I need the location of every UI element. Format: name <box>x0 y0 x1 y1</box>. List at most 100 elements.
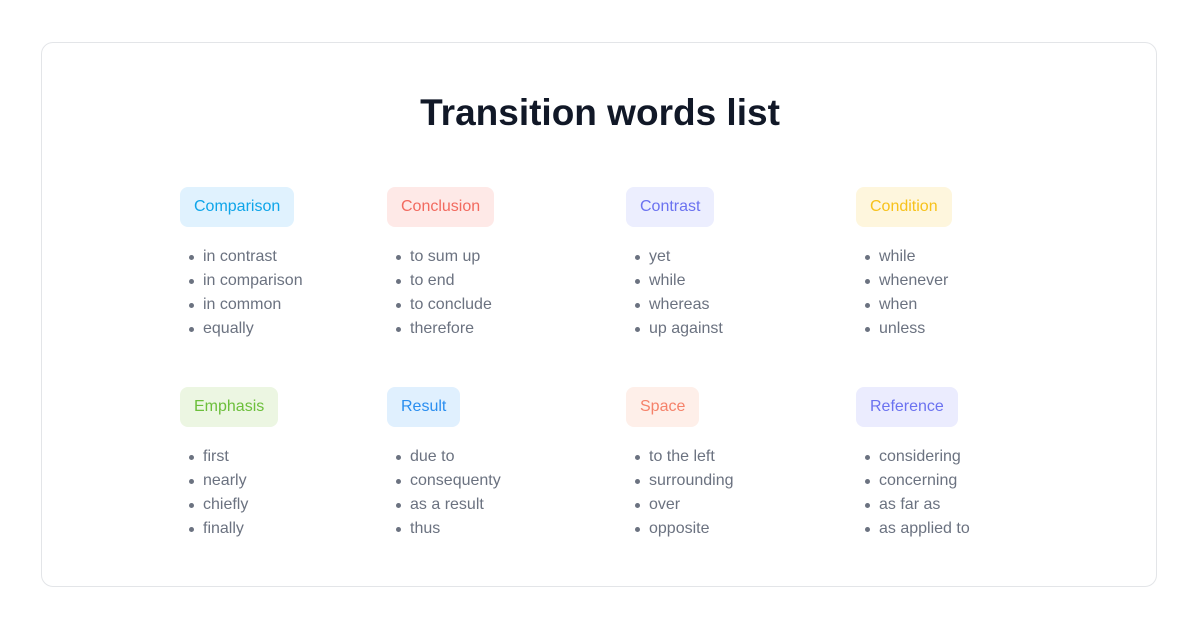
list-item-text: whenever <box>879 272 949 289</box>
list-item-text: whereas <box>649 296 710 313</box>
bullet-icon <box>865 455 870 460</box>
bullet-icon <box>865 255 870 260</box>
list-item: chiefly <box>180 493 278 517</box>
bullet-icon <box>189 503 194 508</box>
list-item: in common <box>180 293 303 317</box>
list-item-text: to sum up <box>410 248 481 265</box>
list-item-text: thus <box>410 520 441 537</box>
list-item-text: while <box>649 272 686 289</box>
list-item-text: as a result <box>410 496 484 513</box>
list-item: in comparison <box>180 269 303 293</box>
list-item: while <box>626 269 723 293</box>
list-item-text: to the left <box>649 448 715 465</box>
list-item-text: to conclude <box>410 296 492 313</box>
list-item: as applied to <box>856 517 970 541</box>
bullet-icon <box>396 455 401 460</box>
category-badge: Conclusion <box>387 187 495 227</box>
list-item-text: due to <box>410 448 455 465</box>
list-item-text: consequenty <box>410 472 501 489</box>
category-badge: Emphasis <box>180 387 279 427</box>
bullet-icon <box>396 327 401 332</box>
list-item-text: nearly <box>203 472 247 489</box>
category-comparison: Comparison in contrast in comparison in com… <box>180 187 303 341</box>
list-item: surrounding <box>626 469 734 493</box>
bullet-icon <box>189 279 194 284</box>
list-item: to conclude <box>387 293 494 317</box>
bullet-icon <box>865 279 870 284</box>
list-item-text: to end <box>410 272 455 289</box>
list-item: as a result <box>387 493 501 517</box>
list-item-text: equally <box>203 320 254 337</box>
category-contrast: Contrast yet while whereas up against <box>626 187 723 341</box>
bullet-icon <box>865 503 870 508</box>
list-item-text: therefore <box>410 320 475 337</box>
list-item: up against <box>626 317 723 341</box>
category-conclusion: Conclusion to sum up to end to conclude ther… <box>387 187 495 341</box>
word-list: to the left surrounding over opposite <box>626 445 734 541</box>
word-list: yet while whereas up against <box>626 245 723 341</box>
bullet-icon <box>635 303 640 308</box>
bullet-icon <box>865 527 870 532</box>
list-item-text: considering <box>879 448 961 465</box>
list-item: as far as <box>856 493 970 517</box>
list-item-text: chiefly <box>203 496 249 513</box>
bullet-icon <box>635 327 640 332</box>
list-item: nearly <box>180 469 278 493</box>
list-item: when <box>856 293 952 317</box>
list-item-text: over <box>649 496 681 513</box>
list-item: to sum up <box>387 245 494 269</box>
bullet-icon <box>635 479 640 484</box>
word-list: due to consequenty as a result thus <box>387 445 501 541</box>
bullet-icon <box>189 527 194 532</box>
page-title: Transition words list <box>420 92 780 133</box>
list-item: whenever <box>856 269 952 293</box>
card <box>41 42 1157 587</box>
list-item-text: when <box>879 296 918 313</box>
list-item-text: opposite <box>649 520 710 537</box>
bullet-icon <box>865 327 870 332</box>
bullet-icon <box>635 503 640 508</box>
category-badge: Reference <box>856 387 958 427</box>
list-item-text: concerning <box>879 472 958 489</box>
word-list: to sum up to end to conclude therefore <box>387 245 494 341</box>
list-item: concerning <box>856 469 970 493</box>
category-space: Space to the left surrounding over opposite <box>626 387 734 541</box>
list-item: to the left <box>626 445 734 469</box>
category-badge: Condition <box>856 187 952 227</box>
list-item: equally <box>180 317 303 341</box>
category-badge: Space <box>626 387 700 427</box>
word-list: first nearly chiefly finally <box>180 445 278 541</box>
list-item: due to <box>387 445 501 469</box>
bullet-icon <box>396 527 401 532</box>
list-item: yet <box>626 245 723 269</box>
bullet-icon <box>635 527 640 532</box>
bullet-icon <box>865 479 870 484</box>
category-badge: Comparison <box>180 187 295 227</box>
bullet-icon <box>189 327 194 332</box>
list-item: first <box>180 445 278 469</box>
bullet-icon <box>396 255 401 260</box>
bullet-icon <box>396 503 401 508</box>
list-item: finally <box>180 517 278 541</box>
list-item-text: in comparison <box>203 272 303 289</box>
list-item-text: as far as <box>879 496 941 513</box>
list-item: consequenty <box>387 469 501 493</box>
category-condition: Condition while whenever when unless <box>856 187 952 341</box>
list-item-text: first <box>203 448 229 465</box>
list-item-text: finally <box>203 520 244 537</box>
bullet-icon <box>189 455 194 460</box>
list-item-text: yet <box>649 248 671 265</box>
bullet-icon <box>189 303 194 308</box>
list-item-text: surrounding <box>649 472 734 489</box>
list-item: considering <box>856 445 970 469</box>
list-item: to end <box>387 269 494 293</box>
bullet-icon <box>396 303 401 308</box>
word-list: while whenever when unless <box>856 245 952 341</box>
list-item: unless <box>856 317 952 341</box>
list-item: whereas <box>626 293 723 317</box>
category-reference: Reference considering concerning as far as a… <box>856 387 970 541</box>
bullet-icon <box>396 279 401 284</box>
category-emphasis: Emphasis first nearly chiefly finally <box>180 387 279 541</box>
list-item-text: as applied to <box>879 520 970 537</box>
bullet-icon <box>635 455 640 460</box>
